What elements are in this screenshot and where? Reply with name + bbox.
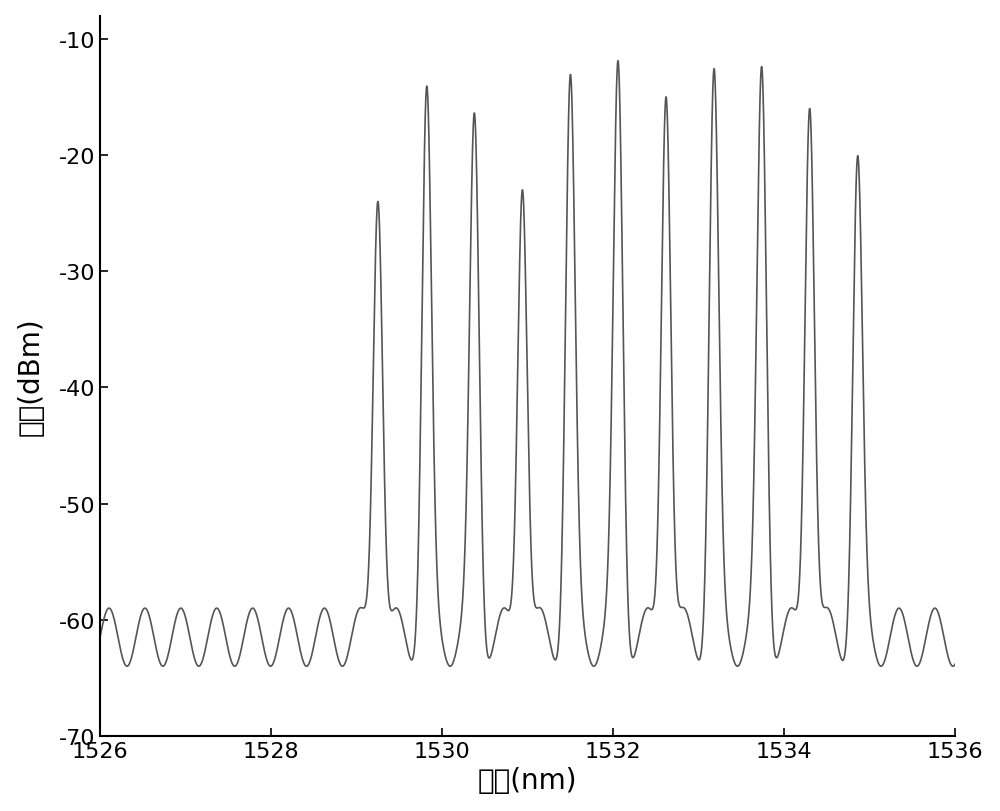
X-axis label: 波长(nm): 波长(nm) bbox=[478, 766, 577, 794]
Y-axis label: 光强(dBm): 光强(dBm) bbox=[17, 317, 45, 436]
